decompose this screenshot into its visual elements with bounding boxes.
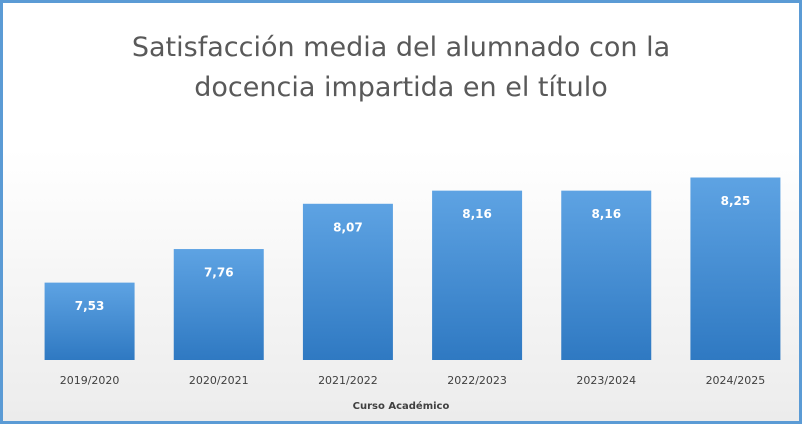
bar bbox=[432, 190, 523, 360]
x-tick-label: 2023/2024 bbox=[576, 374, 636, 387]
x-tick-label: 2021/2022 bbox=[318, 374, 378, 387]
data-label: 8,16 bbox=[462, 207, 492, 221]
x-axis-title: Curso Académico bbox=[353, 400, 450, 412]
data-label: 8,25 bbox=[721, 194, 751, 208]
bar bbox=[690, 177, 781, 360]
bar bbox=[173, 249, 264, 360]
x-tick-label: 2022/2023 bbox=[447, 374, 507, 387]
x-tick-label: 2024/2025 bbox=[706, 374, 766, 387]
data-label: 8,16 bbox=[591, 207, 621, 221]
bar bbox=[302, 203, 393, 360]
data-label: 7,76 bbox=[204, 266, 234, 280]
x-tick-label: 2019/2020 bbox=[60, 374, 120, 387]
data-label: 7,53 bbox=[75, 299, 105, 313]
bar bbox=[44, 282, 135, 360]
x-tick-label: 2020/2021 bbox=[189, 374, 249, 387]
chart-title: Satisfacción media del alumnado con la d… bbox=[131, 32, 671, 103]
data-label: 8,07 bbox=[333, 220, 363, 234]
bar bbox=[561, 190, 652, 360]
